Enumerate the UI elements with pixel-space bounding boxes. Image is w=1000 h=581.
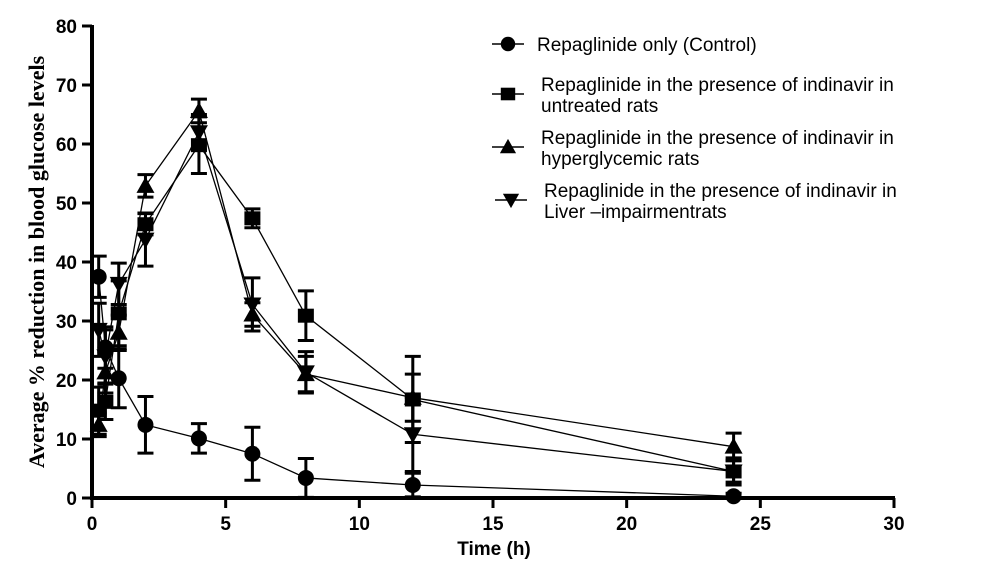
data-point (244, 211, 261, 226)
legend-marker-circle (500, 36, 516, 52)
y-tick-label: 20 (56, 371, 77, 392)
legend-label: Repaglinide in the presence of indinavir… (541, 128, 894, 149)
data-point (297, 469, 314, 486)
data-point (189, 125, 208, 142)
series-3 (89, 113, 743, 484)
data-point (109, 323, 128, 340)
series-0 (90, 254, 742, 505)
data-point (244, 445, 261, 462)
y-tick-label: 50 (56, 194, 77, 215)
x-axis-label: Time (h) (457, 539, 531, 560)
data-point (724, 437, 743, 454)
legend-marker-triangle-up (499, 138, 517, 154)
y-tick-label: 30 (56, 312, 77, 333)
x-tick-label: 30 (883, 514, 904, 535)
y-tick-label: 60 (56, 135, 77, 156)
y-tick-label: 80 (56, 17, 77, 38)
legend-marker-triangle-down (502, 193, 520, 209)
x-tick-label: 10 (349, 514, 370, 535)
data-point (724, 464, 743, 481)
y-axis-label: Average % reduction in blood glucose lev… (24, 55, 49, 468)
data-point (190, 430, 207, 447)
y-tick-label: 10 (56, 430, 77, 451)
x-tick-label: 25 (750, 514, 772, 535)
data-point (403, 427, 422, 444)
x-tick-label: 5 (220, 514, 231, 535)
x-tick-label: 15 (482, 514, 504, 535)
data-point (296, 365, 315, 382)
y-tick-label: 0 (66, 489, 77, 510)
data-point (297, 308, 314, 323)
legend-label: untreated rats (541, 96, 658, 117)
data-point (89, 322, 108, 339)
data-point (137, 416, 154, 433)
legend-label: Repaglinide only (Control) (537, 35, 757, 56)
legend: Repaglinide only (Control) Repaglinide in… (492, 35, 897, 223)
data-point (136, 232, 155, 249)
data-point (90, 268, 107, 285)
data-point (136, 176, 155, 193)
series-layer (89, 97, 743, 505)
data-point (725, 488, 742, 505)
series-line (98, 276, 734, 497)
legend-label: Repaglinide in the presence of indinavir… (541, 75, 894, 96)
data-point (109, 276, 128, 293)
data-point (110, 370, 127, 387)
legend-label: hyperglycemic rats (541, 149, 699, 170)
data-point (96, 349, 115, 366)
axes: 0 10 20 30 40 50 60 70 80 0 5 10 15 20 25 30 (56, 17, 905, 535)
x-tick-label: 0 (87, 514, 98, 535)
y-tick-label: 70 (56, 76, 77, 97)
legend-label: Liver –impairmentrats (544, 202, 727, 223)
legend-marker-square (500, 87, 516, 101)
y-tick-label: 40 (56, 253, 77, 274)
data-point (404, 477, 421, 494)
data-point (89, 415, 108, 432)
data-point (243, 297, 262, 314)
x-tick-label: 20 (616, 514, 637, 535)
data-point (97, 394, 114, 409)
legend-label: Repaglinide in the presence of indinavir… (544, 181, 897, 202)
